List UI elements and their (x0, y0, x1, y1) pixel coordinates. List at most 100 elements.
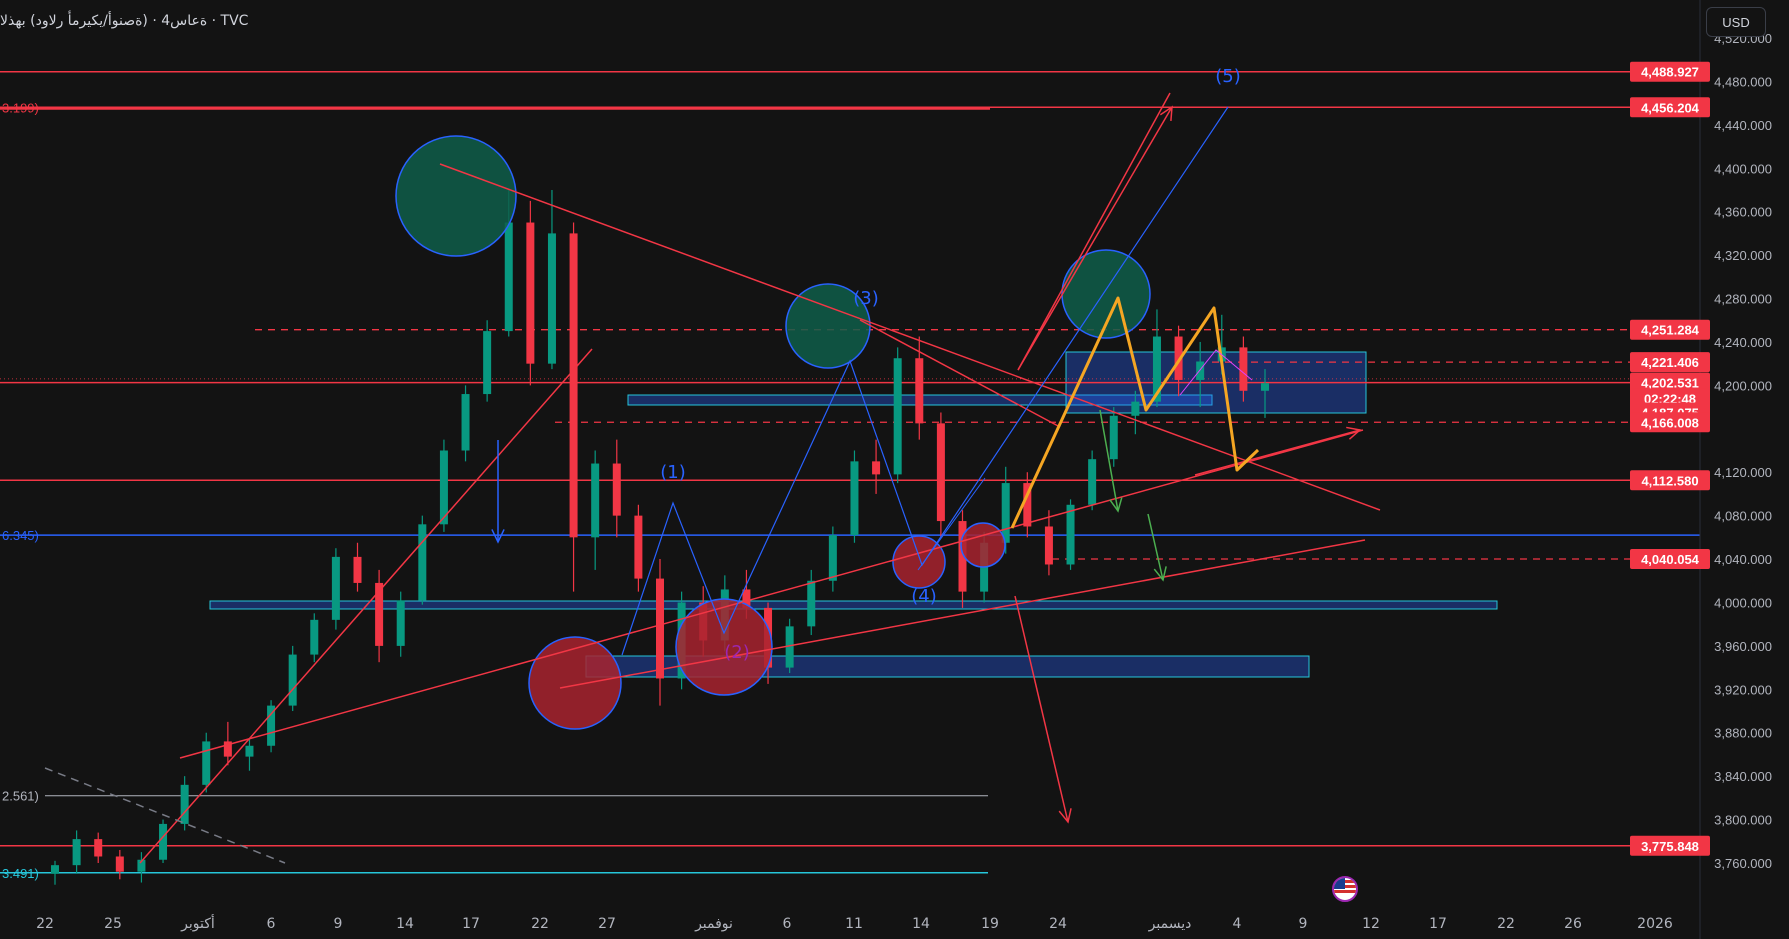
time-tick: 22 (36, 916, 54, 932)
price-label-bg (1630, 470, 1710, 491)
candle-body (915, 358, 924, 424)
green-arrow-1 (1099, 409, 1119, 512)
candle-body (223, 741, 232, 757)
price-label: 4,488.927 (1641, 65, 1699, 80)
down-arrow-head (1058, 808, 1072, 824)
price-label: 3,775.848 (1641, 839, 1699, 854)
red-circle (960, 522, 1006, 568)
green-arrow-2 (1147, 513, 1164, 581)
currency-label: USD (1722, 14, 1750, 30)
candle-body (612, 463, 621, 516)
left-level-label: 3.491) (2, 866, 39, 881)
price-tick: 4,320.000 (1714, 248, 1772, 263)
price-label: 4,202.531 (1641, 376, 1699, 391)
red-circle (528, 636, 622, 730)
price-tick: 4,120.000 (1714, 465, 1772, 480)
price-label-bg (1630, 319, 1710, 340)
candle-body (375, 582, 384, 646)
price-tick: 4,200.000 (1714, 378, 1772, 393)
candle-body (656, 578, 664, 679)
trend-line (859, 319, 1061, 428)
price-tick: 4,480.000 (1714, 74, 1772, 89)
candle-body (267, 705, 276, 746)
candle-body (1044, 526, 1053, 565)
candle-body (807, 580, 816, 627)
time-tick: 19 (981, 916, 999, 932)
us-flag-icon[interactable] (1332, 876, 1358, 902)
candle-body (180, 784, 189, 824)
candle-body (958, 521, 967, 592)
wave-label: (2) (724, 642, 750, 663)
dashed-gray-line (44, 767, 286, 864)
candle-body (1023, 483, 1032, 527)
price-tick: 4,280.000 (1714, 292, 1772, 307)
left-level-label: 6.345) (2, 528, 39, 543)
time-tick: 2026 (1637, 916, 1673, 932)
time-tick: 22 (1497, 916, 1515, 932)
candle-body (1239, 347, 1248, 391)
candle-body (1109, 415, 1118, 460)
price-tick: 4,080.000 (1714, 509, 1772, 524)
candle-body (94, 839, 103, 857)
time-tick: 17 (1429, 916, 1447, 932)
blue-down-arrow-head (491, 529, 505, 544)
candle-body (288, 654, 297, 706)
time-tick: 26 (1564, 916, 1582, 932)
candle-body (159, 823, 168, 860)
wave-label: (4) (911, 586, 937, 607)
price-label-bg (1630, 61, 1710, 82)
price-label-bg (1630, 412, 1710, 433)
candle-body (526, 222, 535, 364)
green-arrow-2-head (1153, 566, 1167, 582)
candle-body (850, 461, 859, 536)
candle-body (1066, 504, 1075, 565)
time-tick: 4 (1233, 916, 1242, 932)
wave-label: (1) (660, 462, 686, 483)
candle-body (936, 423, 945, 522)
candle-body (1001, 483, 1010, 543)
price-label: 4,456.204 (1641, 100, 1700, 115)
price-tick: 3,880.000 (1714, 726, 1772, 741)
green-arrow-1-head (1109, 497, 1123, 513)
time-axis: 22 25 أكتوبر 6 9 14 17 22 27 نوفمبر 6 11 14 19 24 ديسمب… (36, 914, 1673, 932)
candle-body (396, 600, 405, 646)
time-tick: 17 (462, 916, 480, 932)
candle-body (872, 461, 881, 475)
price-tick: 3,840.000 (1714, 769, 1772, 784)
green-circle (395, 135, 517, 257)
time-tick: 14 (396, 916, 414, 932)
candles-layer (51, 189, 1269, 885)
drawings-layer: (1) (2) (3) (4) (5) (44, 66, 1381, 864)
price-label-bg (1630, 835, 1710, 856)
price-label: 4,221.406 (1641, 355, 1699, 370)
time-tick: 14 (912, 916, 930, 932)
currency-button[interactable]: USD (1706, 7, 1766, 37)
candle-body (1152, 336, 1161, 402)
candle-body (202, 741, 211, 785)
price-tick: 3,760.000 (1714, 856, 1772, 871)
candle-body (1196, 361, 1205, 380)
candle-body (353, 556, 362, 583)
candle-body (483, 331, 492, 395)
candle-body (785, 626, 794, 668)
candle-body (1131, 401, 1140, 416)
price-label: 4,251.284 (1641, 323, 1700, 338)
candle-body (51, 865, 59, 874)
candle-body (893, 358, 902, 475)
candle-body (1261, 383, 1269, 391)
price-tick: 4,040.000 (1714, 552, 1772, 567)
time-tick: 27 (598, 916, 616, 932)
time-tick: 25 (104, 916, 122, 932)
candle-body (461, 394, 470, 451)
candle-body (1088, 459, 1097, 505)
candle-body (72, 839, 81, 866)
trend-line (139, 348, 593, 864)
price-label-bg (1630, 548, 1710, 569)
candle-body (742, 589, 751, 608)
wave-seg (917, 477, 986, 571)
zone-box (209, 600, 1498, 610)
left-level-label: 2.561) (2, 789, 39, 804)
price-tick: 4,000.000 (1714, 595, 1772, 610)
candle-body (504, 222, 513, 332)
